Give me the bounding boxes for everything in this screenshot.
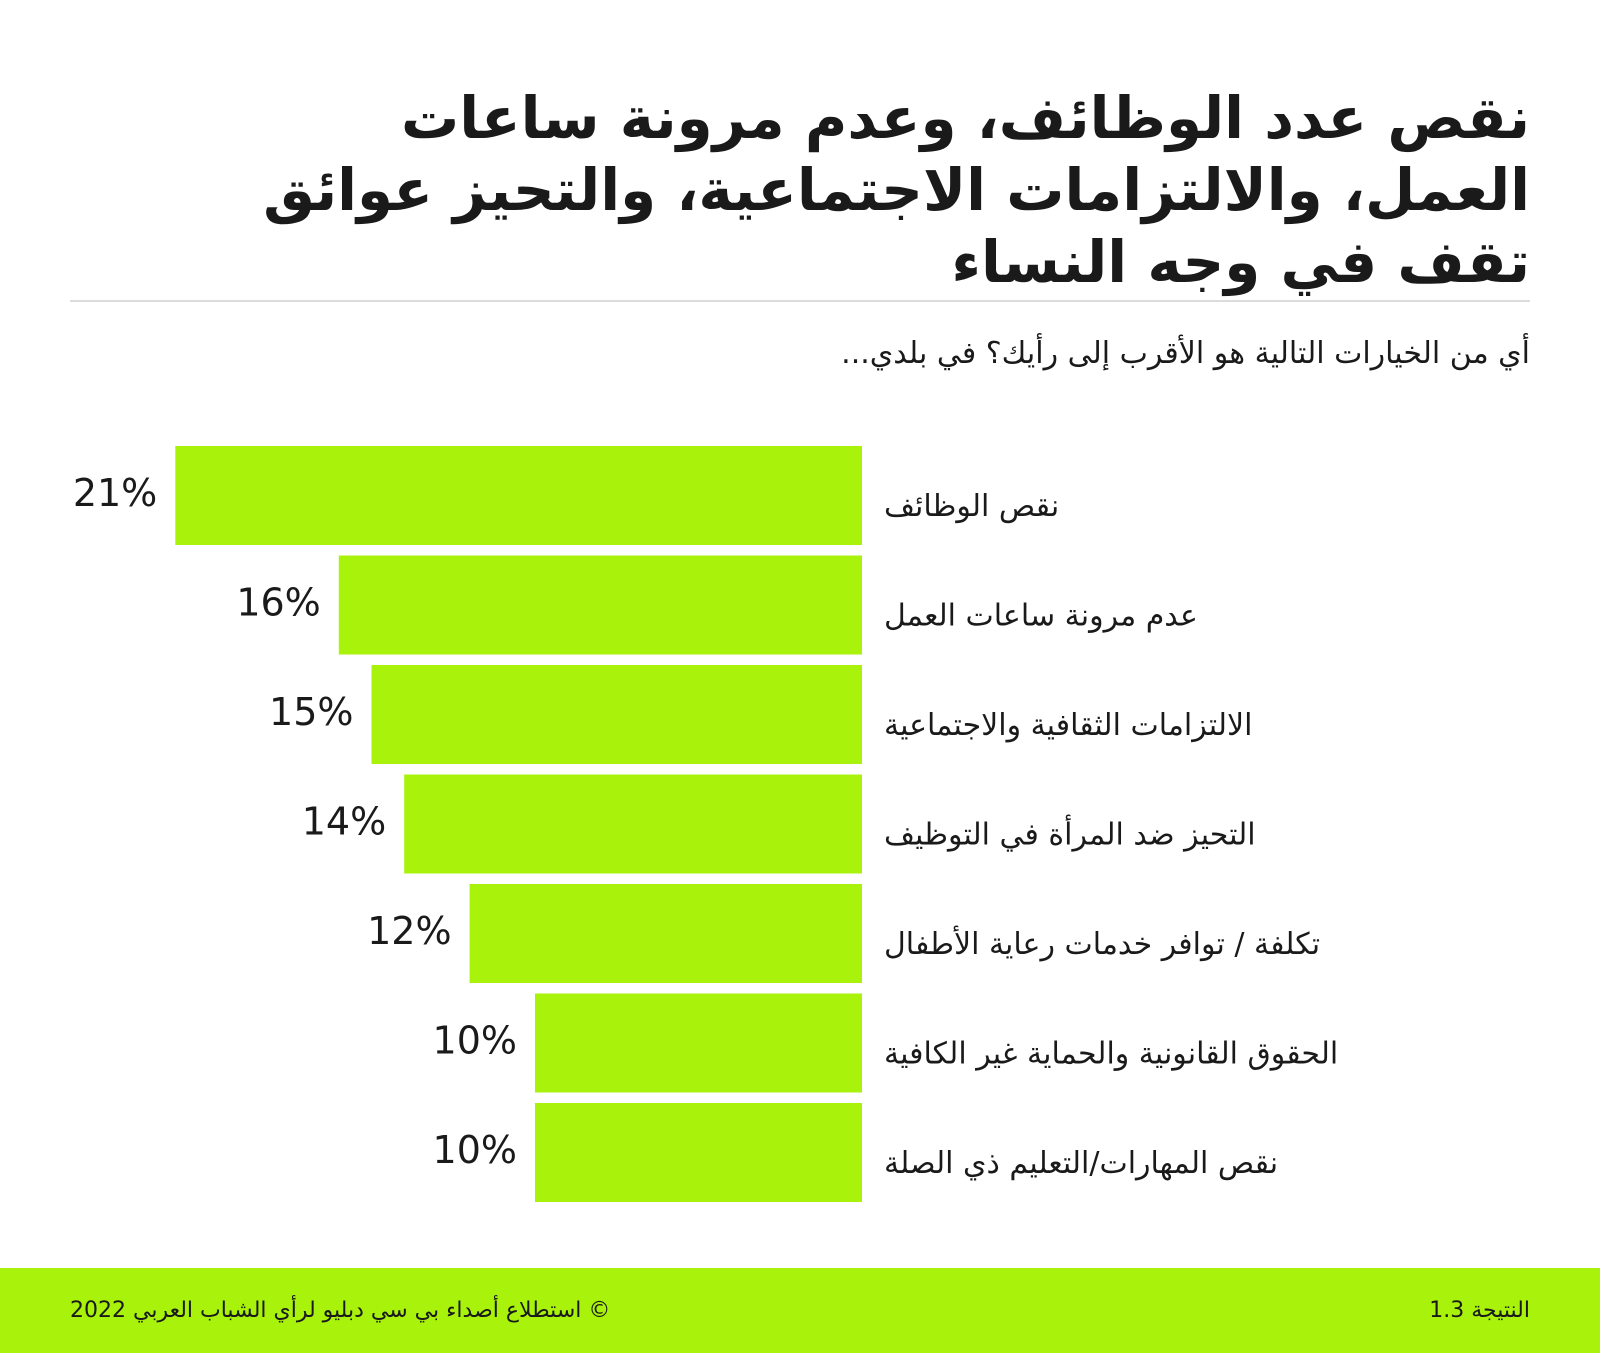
category-label: نقص الوظائف [884,489,1059,524]
bar [175,446,863,545]
value-label: 21% [73,471,157,515]
value-label: 12% [367,909,451,953]
value-label: 10% [433,1128,517,1172]
category-label: الحقوق القانونية والحماية غير الكافية [884,1037,1338,1072]
bar-chart: 21% نقص الوظائف 16% عدم مرونة ساعات العمل 15… [73,446,1338,1202]
bar [469,884,862,983]
category-label: التحيز ضد المرأة في التوظيف [884,814,1256,853]
bar [535,993,862,1093]
value-label: 16% [236,581,320,625]
title-line: نقص عدد الوظائف، وعدم مرونة ساعات [401,84,1530,152]
finding-number: النتيجة 1.3 [1429,1298,1530,1323]
survey-question: أي من الخيارات التالية هو الأقرب إلى رأي… [841,336,1530,371]
bar [535,1103,862,1202]
category-label: نقص المهارات/التعليم ذي الصلة [884,1146,1278,1181]
category-label: تكلفة / توافر خدمات رعاية الأطفال [884,924,1320,962]
source-note: © استطلاع أصداء بي سي دبليو لرأي الشباب … [70,1298,611,1323]
page-title: نقص عدد الوظائف، وعدم مرونة ساعات العمل،… [263,82,1530,298]
title-line: العمل، والالتزامات الاجتماعية، والتحيز ع… [263,156,1530,224]
bar [371,665,862,764]
category-label: عدم مرونة ساعات العمل [884,599,1198,634]
value-label: 14% [302,800,386,844]
title-divider [70,300,1530,302]
value-label: 15% [269,690,353,734]
bar [338,555,862,655]
value-label: 10% [433,1019,517,1063]
bar [404,774,862,874]
title-line: تقف في وجه النساء [951,228,1530,296]
footer-bar: © استطلاع أصداء بي سي دبليو لرأي الشباب … [0,1268,1600,1353]
category-label: الالتزامات الثقافية والاجتماعية [884,708,1252,743]
